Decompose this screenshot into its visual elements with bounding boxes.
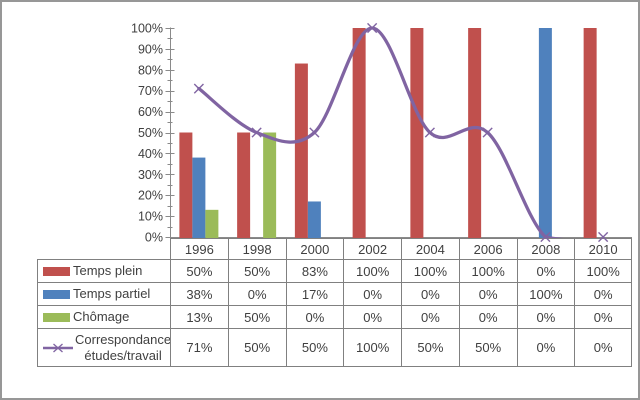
table-cell: 50% <box>227 329 286 367</box>
year-header: 2008 <box>516 238 575 260</box>
table-cell: 50% <box>227 306 286 329</box>
table-cell: 0% <box>343 283 401 306</box>
legend-label: Temps plein <box>73 263 143 279</box>
line-x-marker-swatch <box>43 343 73 352</box>
y-tick-label: 70% <box>138 84 163 98</box>
table-cell: 50% <box>170 260 228 283</box>
y-tick-label: 0% <box>145 231 163 245</box>
legend-temps-partiel: Temps partiel <box>37 283 170 306</box>
legend-chomage: Chômage <box>37 306 170 329</box>
year-header: 2004 <box>401 238 459 260</box>
table-cell: 71% <box>170 329 228 367</box>
temps-plein-swatch <box>43 266 70 276</box>
line-series <box>197 26 605 243</box>
table-cell: 0% <box>285 306 344 329</box>
year-header: 2010 <box>574 238 632 260</box>
table-cell: 50% <box>401 329 459 367</box>
bar-series-1 <box>192 28 552 239</box>
table-cell: 13% <box>170 306 228 329</box>
table-cell: 0% <box>516 329 575 367</box>
table-cell: 100% <box>458 260 517 283</box>
table-cell: 100% <box>574 260 632 283</box>
table-cell: 0% <box>458 306 517 329</box>
chart-plot-area: 0% 10% 20% 30% 40% 50% 60% 70% 80% 90% 100% <box>131 22 632 245</box>
y-tick-label: 50% <box>138 126 163 140</box>
year-header: 1996 <box>170 238 228 260</box>
table-cell: 0% <box>574 283 632 306</box>
y-tick-label: 80% <box>138 63 163 77</box>
legend-label: Temps partiel <box>73 286 151 302</box>
year-header: 2000 <box>285 238 344 260</box>
table-cell: 100% <box>343 260 401 283</box>
y-axis-labels: 0% 10% 20% 30% 40% 50% 60% 70% 80% 90% 100% <box>131 22 163 245</box>
table-cell: 50% <box>458 329 517 367</box>
table-cell: 83% <box>285 260 344 283</box>
year-header: 1998 <box>227 238 286 260</box>
y-tick-label: 100% <box>131 22 163 36</box>
year-header: 2006 <box>458 238 517 260</box>
table-cell: 0% <box>516 306 575 329</box>
legend-label: Chômage <box>73 309 130 325</box>
y-tick-label: 20% <box>138 189 163 203</box>
y-tick-label: 40% <box>138 147 163 161</box>
table-cell: 100% <box>343 329 401 367</box>
legend-correspondance: Correspondance études/travail <box>37 329 170 367</box>
table-cell: 0% <box>401 306 459 329</box>
y-tick-label: 60% <box>138 105 163 119</box>
bar-series-2 <box>205 132 277 239</box>
bar-series-0 <box>179 28 597 239</box>
table-cell: 50% <box>227 260 286 283</box>
table-cell: 100% <box>516 283 575 306</box>
table-cell: 50% <box>285 329 344 367</box>
legend-label: Correspondance études/travail <box>75 331 170 363</box>
table-cell: 0% <box>343 306 401 329</box>
table-cell: 0% <box>401 283 459 306</box>
table-corner <box>37 238 170 260</box>
table-cell: 100% <box>401 260 459 283</box>
data-table: 1996 1998 2000 2002 2004 2006 2008 2010 … <box>37 238 632 367</box>
temps-partiel-swatch <box>43 289 70 299</box>
table-cell: 17% <box>285 283 344 306</box>
table-cell: 0% <box>574 329 632 367</box>
table-cell: 38% <box>170 283 228 306</box>
table-cell: 0% <box>516 260 575 283</box>
y-axis <box>165 27 175 238</box>
y-tick-label: 30% <box>138 168 163 182</box>
year-header: 2002 <box>343 238 401 260</box>
table-cell: 0% <box>574 306 632 329</box>
table-cell: 0% <box>227 283 286 306</box>
legend-temps-plein: Temps plein <box>37 260 170 283</box>
chomage-swatch <box>43 312 70 322</box>
y-tick-label: 90% <box>138 42 163 56</box>
table-cell: 0% <box>458 283 517 306</box>
y-tick-label: 10% <box>138 210 163 224</box>
